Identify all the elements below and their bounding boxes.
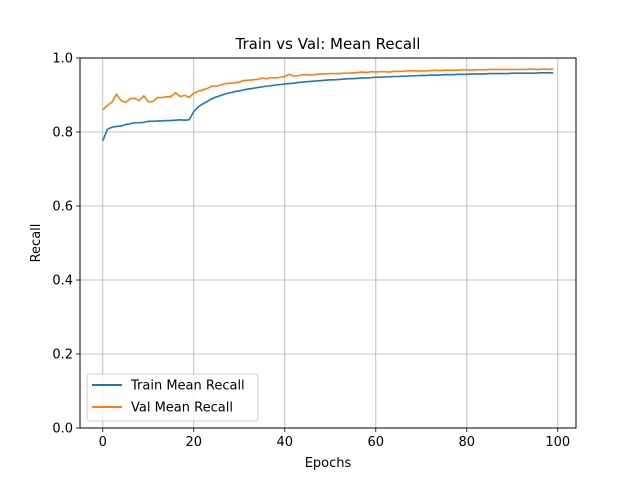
- y-tick-label: 0.6: [52, 200, 73, 215]
- x-tick-label: 100: [545, 435, 570, 450]
- legend-box: [86, 373, 259, 422]
- y-tick-label: 0.4: [52, 274, 73, 289]
- grid: [80, 57, 576, 429]
- plot-frame: [79, 57, 577, 429]
- x-tick-label: 80: [459, 435, 476, 450]
- chart-title: Train vs Val: Mean Recall: [235, 35, 421, 53]
- x-tick-label: 0: [99, 435, 107, 450]
- series-lines: [102, 68, 554, 142]
- x-tick-label: 60: [368, 435, 385, 450]
- y-tick-label: 1.0: [52, 52, 73, 67]
- legend: Train Mean Recall Val Mean Recall: [86, 373, 259, 422]
- x-tick-label: 40: [276, 435, 293, 450]
- y-tick-label: 0.8: [52, 126, 73, 141]
- legend-label-val: Val Mean Recall: [131, 401, 233, 416]
- axis-ticks: 0 20 40 60 80 100 0.0 0.2 0.4 0.6 0.8 1.0: [52, 52, 570, 451]
- train-mean-recall-line: [102, 72, 554, 142]
- val-mean-recall-line: [102, 68, 554, 111]
- x-axis-label: Epochs: [305, 456, 352, 471]
- y-tick-label: 0.2: [52, 348, 73, 363]
- y-axis-label: Recall: [29, 224, 44, 263]
- x-tick-label: 20: [185, 435, 202, 450]
- y-tick-label: 0.0: [52, 422, 73, 437]
- legend-label-train: Train Mean Recall: [130, 379, 245, 394]
